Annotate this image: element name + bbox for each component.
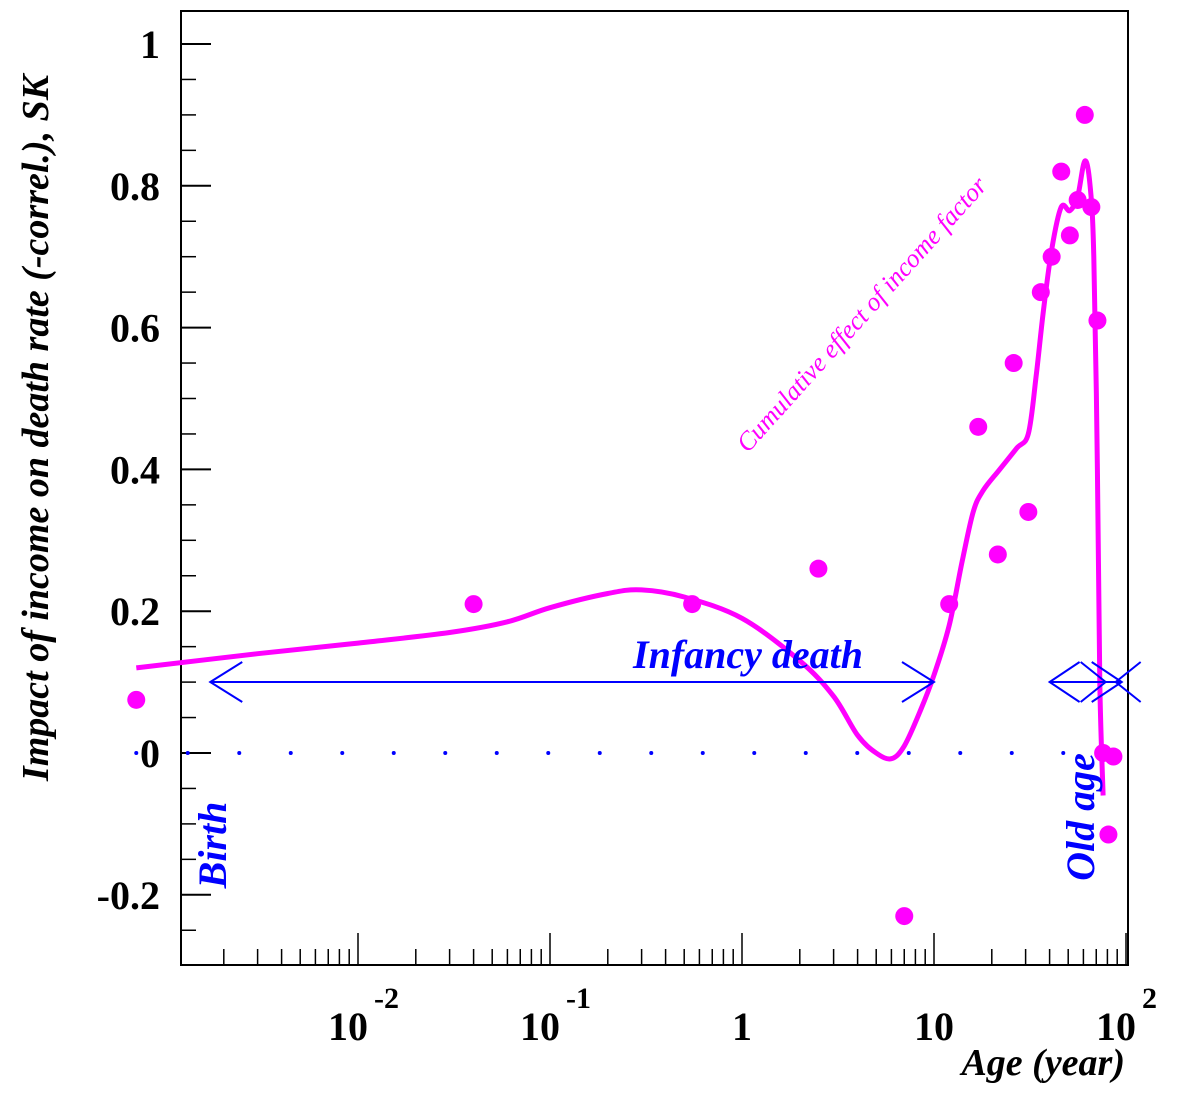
fit-curve bbox=[136, 158, 1106, 796]
data-point bbox=[127, 690, 146, 709]
zero-line-dot bbox=[597, 751, 602, 755]
data-point bbox=[1060, 226, 1079, 245]
x-tick-label-base: 10 bbox=[914, 1004, 954, 1049]
data-point bbox=[809, 559, 828, 578]
arrow-head-mid-right bbox=[1080, 661, 1108, 703]
zero-line-dot bbox=[340, 751, 345, 755]
data-point bbox=[1042, 247, 1061, 266]
x-tick-label-exponent: -1 bbox=[566, 982, 591, 1015]
zero-line-dot bbox=[1009, 751, 1014, 755]
data-point bbox=[940, 595, 959, 614]
infancy-death-arrow bbox=[208, 661, 936, 703]
x-tick-label: 10-2 bbox=[328, 982, 399, 1049]
zero-line-dot bbox=[288, 751, 293, 755]
x-tick-label-base: 10 bbox=[1096, 1004, 1136, 1049]
annotation-birth: Birth bbox=[190, 802, 235, 890]
zero-line-dot bbox=[494, 751, 499, 755]
zero-line-dot bbox=[906, 751, 911, 755]
data-point bbox=[969, 417, 988, 436]
y-axis-ticks: -0.2 0 0.2 0.4 0.6 0.8 1 bbox=[97, 22, 211, 931]
zero-line-dot bbox=[185, 751, 190, 755]
data-point bbox=[464, 595, 483, 614]
x-tick-label: 102 bbox=[1096, 982, 1157, 1049]
old-age-arrow bbox=[1047, 661, 1142, 703]
zero-line-dot bbox=[391, 751, 396, 755]
x-tick-label: 1 bbox=[732, 1004, 752, 1049]
annotation-old-age: Old age bbox=[1058, 753, 1103, 881]
zero-line-dot bbox=[237, 751, 242, 755]
data-point bbox=[1019, 502, 1038, 521]
annotation-cumulative-effect: Cumulative effect of income factor bbox=[731, 170, 994, 457]
data-point bbox=[1099, 825, 1118, 844]
x-axis-title: Age (year) bbox=[959, 1042, 1125, 1084]
x-axis-ticks: 10-210-11 10 102 bbox=[223, 933, 1157, 1049]
data-point bbox=[895, 907, 914, 926]
arrow-head-mid-left bbox=[1114, 661, 1142, 703]
data-point bbox=[1104, 747, 1123, 766]
x-tick-label: 10 bbox=[914, 1004, 954, 1049]
y-tick-label: 0 bbox=[140, 731, 160, 776]
y-tick-label: 0.2 bbox=[110, 589, 160, 634]
arrow-head-left bbox=[208, 661, 243, 703]
y-tick-label: 0.6 bbox=[110, 306, 160, 351]
data-point bbox=[683, 595, 702, 614]
zero-line-dot bbox=[958, 751, 963, 755]
x-tick-label: 10-1 bbox=[520, 982, 591, 1049]
arrow-head-left bbox=[1047, 661, 1081, 703]
x-tick-label-base: 10 bbox=[520, 1004, 560, 1049]
cumulative-effect-curve bbox=[136, 158, 1106, 796]
y-tick-label: 0.8 bbox=[110, 164, 160, 209]
data-point bbox=[1004, 354, 1023, 373]
y-tick-label: 0.4 bbox=[110, 447, 160, 492]
zero-line-dot bbox=[443, 751, 448, 755]
annotation-arrows bbox=[208, 661, 1142, 703]
arrow-head-right bbox=[1091, 661, 1124, 703]
data-point bbox=[1068, 190, 1087, 209]
data-point bbox=[1075, 105, 1094, 124]
zero-reference-line bbox=[134, 751, 1066, 755]
zero-line-dot bbox=[752, 751, 757, 755]
arrow-head-right bbox=[901, 661, 936, 703]
zero-line-dot bbox=[649, 751, 654, 755]
x-tick-label-base: 10 bbox=[328, 1004, 368, 1049]
x-tick-label-base: 1 bbox=[732, 1004, 752, 1049]
data-point bbox=[988, 545, 1007, 564]
annotation-infancy-death: Infancy death bbox=[632, 632, 863, 677]
data-point bbox=[1088, 311, 1107, 330]
data-point bbox=[1031, 283, 1050, 302]
plot-frame bbox=[180, 10, 1129, 966]
zero-line-dot bbox=[700, 751, 705, 755]
x-tick-label-exponent: -2 bbox=[374, 982, 399, 1015]
data-point bbox=[1082, 198, 1101, 217]
y-axis-title: Impact of income on death rate (-correl.… bbox=[15, 72, 57, 782]
zero-line-dot bbox=[134, 751, 139, 755]
x-tick-label-exponent: 2 bbox=[1142, 982, 1157, 1015]
zero-line-dot bbox=[803, 751, 808, 755]
y-tick-label: 1 bbox=[140, 22, 160, 67]
zero-line-dot bbox=[855, 751, 860, 755]
data-points bbox=[127, 105, 1123, 926]
zero-line-dot bbox=[546, 751, 551, 755]
y-tick-label: -0.2 bbox=[97, 873, 160, 918]
zero-line-dot bbox=[1061, 751, 1066, 755]
data-point bbox=[1052, 162, 1071, 181]
